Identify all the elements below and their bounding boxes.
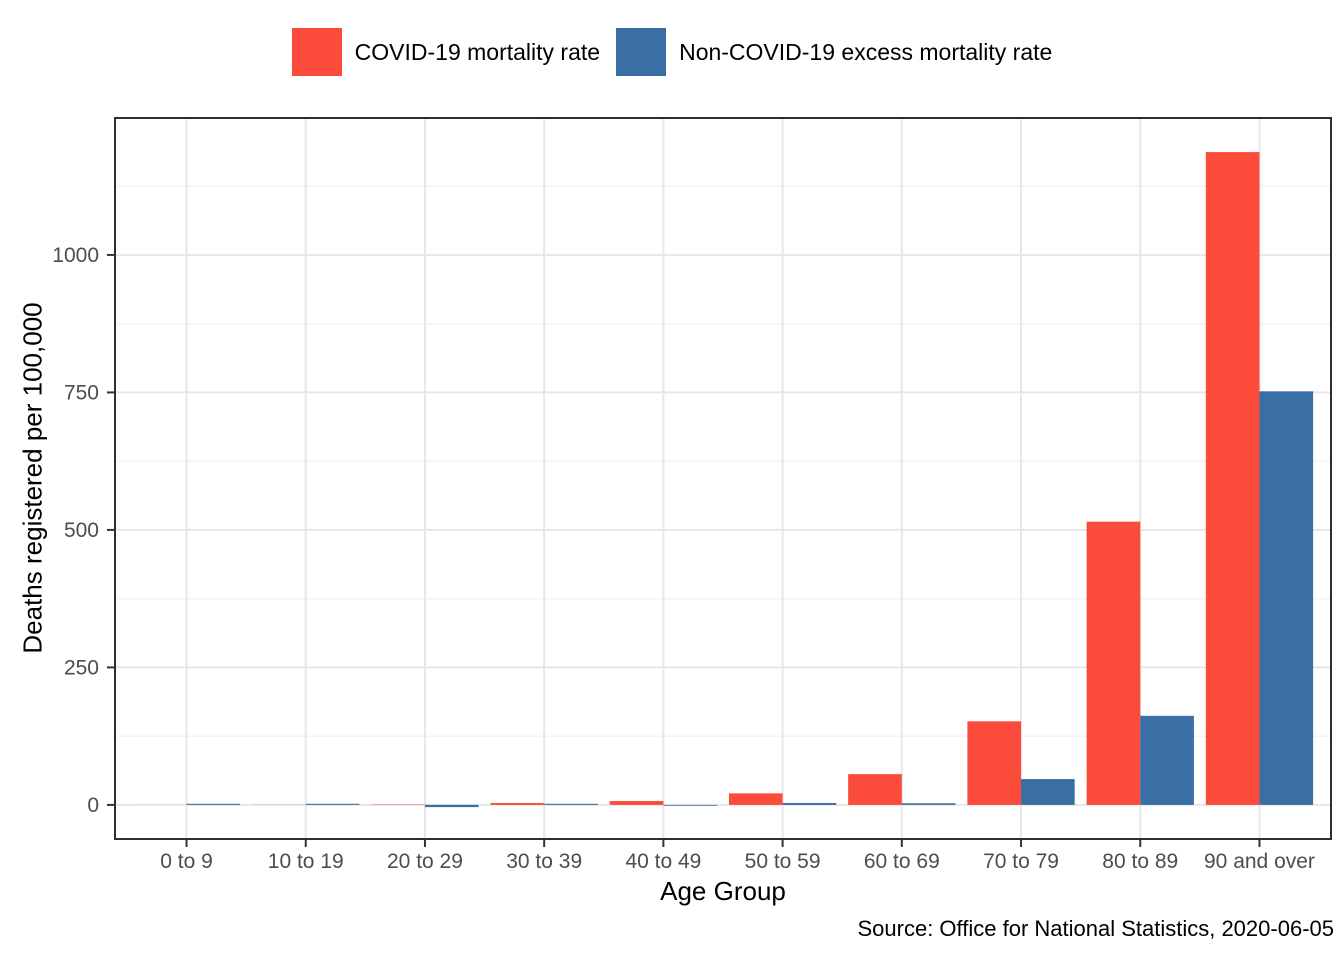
- bar-noncovid-70-to-79: [1021, 779, 1075, 805]
- legend-label-covid: COVID-19 mortality rate: [354, 38, 601, 65]
- x-tick-label: 40 to 49: [625, 850, 701, 873]
- bar-noncovid-40-to-49: [663, 804, 718, 806]
- x-tick-label: 20 to 29: [387, 850, 463, 873]
- x-tick-label: 0 to 9: [160, 850, 213, 873]
- bar-noncovid-50-to-59: [782, 802, 837, 805]
- y-tick-label: 500: [64, 519, 99, 542]
- y-tick-label: 750: [64, 381, 99, 404]
- legend-swatch-covid: [291, 28, 342, 76]
- x-tick-label: 30 to 39: [506, 850, 582, 873]
- bar-covid-70-to-79: [967, 721, 1022, 805]
- bar-covid-30-to-39: [490, 802, 545, 805]
- bar-noncovid-30-to-39: [544, 803, 598, 805]
- bar-noncovid-80-to-89: [1140, 715, 1194, 805]
- source-caption: Source: Office for National Statistics, …: [857, 916, 1334, 941]
- y-tick-label: 250: [64, 656, 99, 679]
- panel-border: [114, 117, 1332, 840]
- y-tick-label: 1000: [52, 244, 99, 267]
- legend-item-covid: COVID-19 mortality rate: [291, 28, 601, 76]
- legend-item-noncovid: Non-COVID-19 excess mortality rate: [616, 28, 1052, 76]
- bar-noncovid-20-to-29: [424, 804, 479, 808]
- legend-swatch-noncovid: [616, 28, 667, 76]
- x-tick-label: 10 to 19: [268, 850, 344, 873]
- legend-label-noncovid: Non-COVID-19 excess mortality rate: [679, 38, 1053, 65]
- bar-covid-60-to-69: [848, 774, 902, 805]
- legend: COVID-19 mortality rate Non-COVID-19 exc…: [0, 28, 1344, 76]
- y-axis-title: Deaths registered per 100,000: [17, 302, 48, 654]
- bar-noncovid-10-to-19: [305, 803, 360, 805]
- x-tick-label: 70 to 79: [983, 850, 1059, 873]
- bar-noncovid-90-and-over: [1259, 391, 1314, 805]
- bar-covid-50-to-59: [728, 793, 783, 805]
- x-axis-title: Age Group: [660, 876, 786, 906]
- x-tick-label: 60 to 69: [864, 850, 940, 873]
- bar-covid-90-and-over: [1205, 152, 1260, 805]
- bar-covid-80-to-89: [1086, 521, 1141, 805]
- bar-noncovid-0-to-9: [186, 803, 241, 805]
- x-tick-label: 90 and over: [1204, 850, 1315, 873]
- y-tick-label: 0: [87, 794, 99, 817]
- x-tick-label: 50 to 59: [745, 850, 821, 873]
- x-tick-label: 80 to 89: [1102, 850, 1178, 873]
- bar-covid-40-to-49: [609, 801, 664, 805]
- bar-noncovid-60-to-69: [901, 803, 956, 805]
